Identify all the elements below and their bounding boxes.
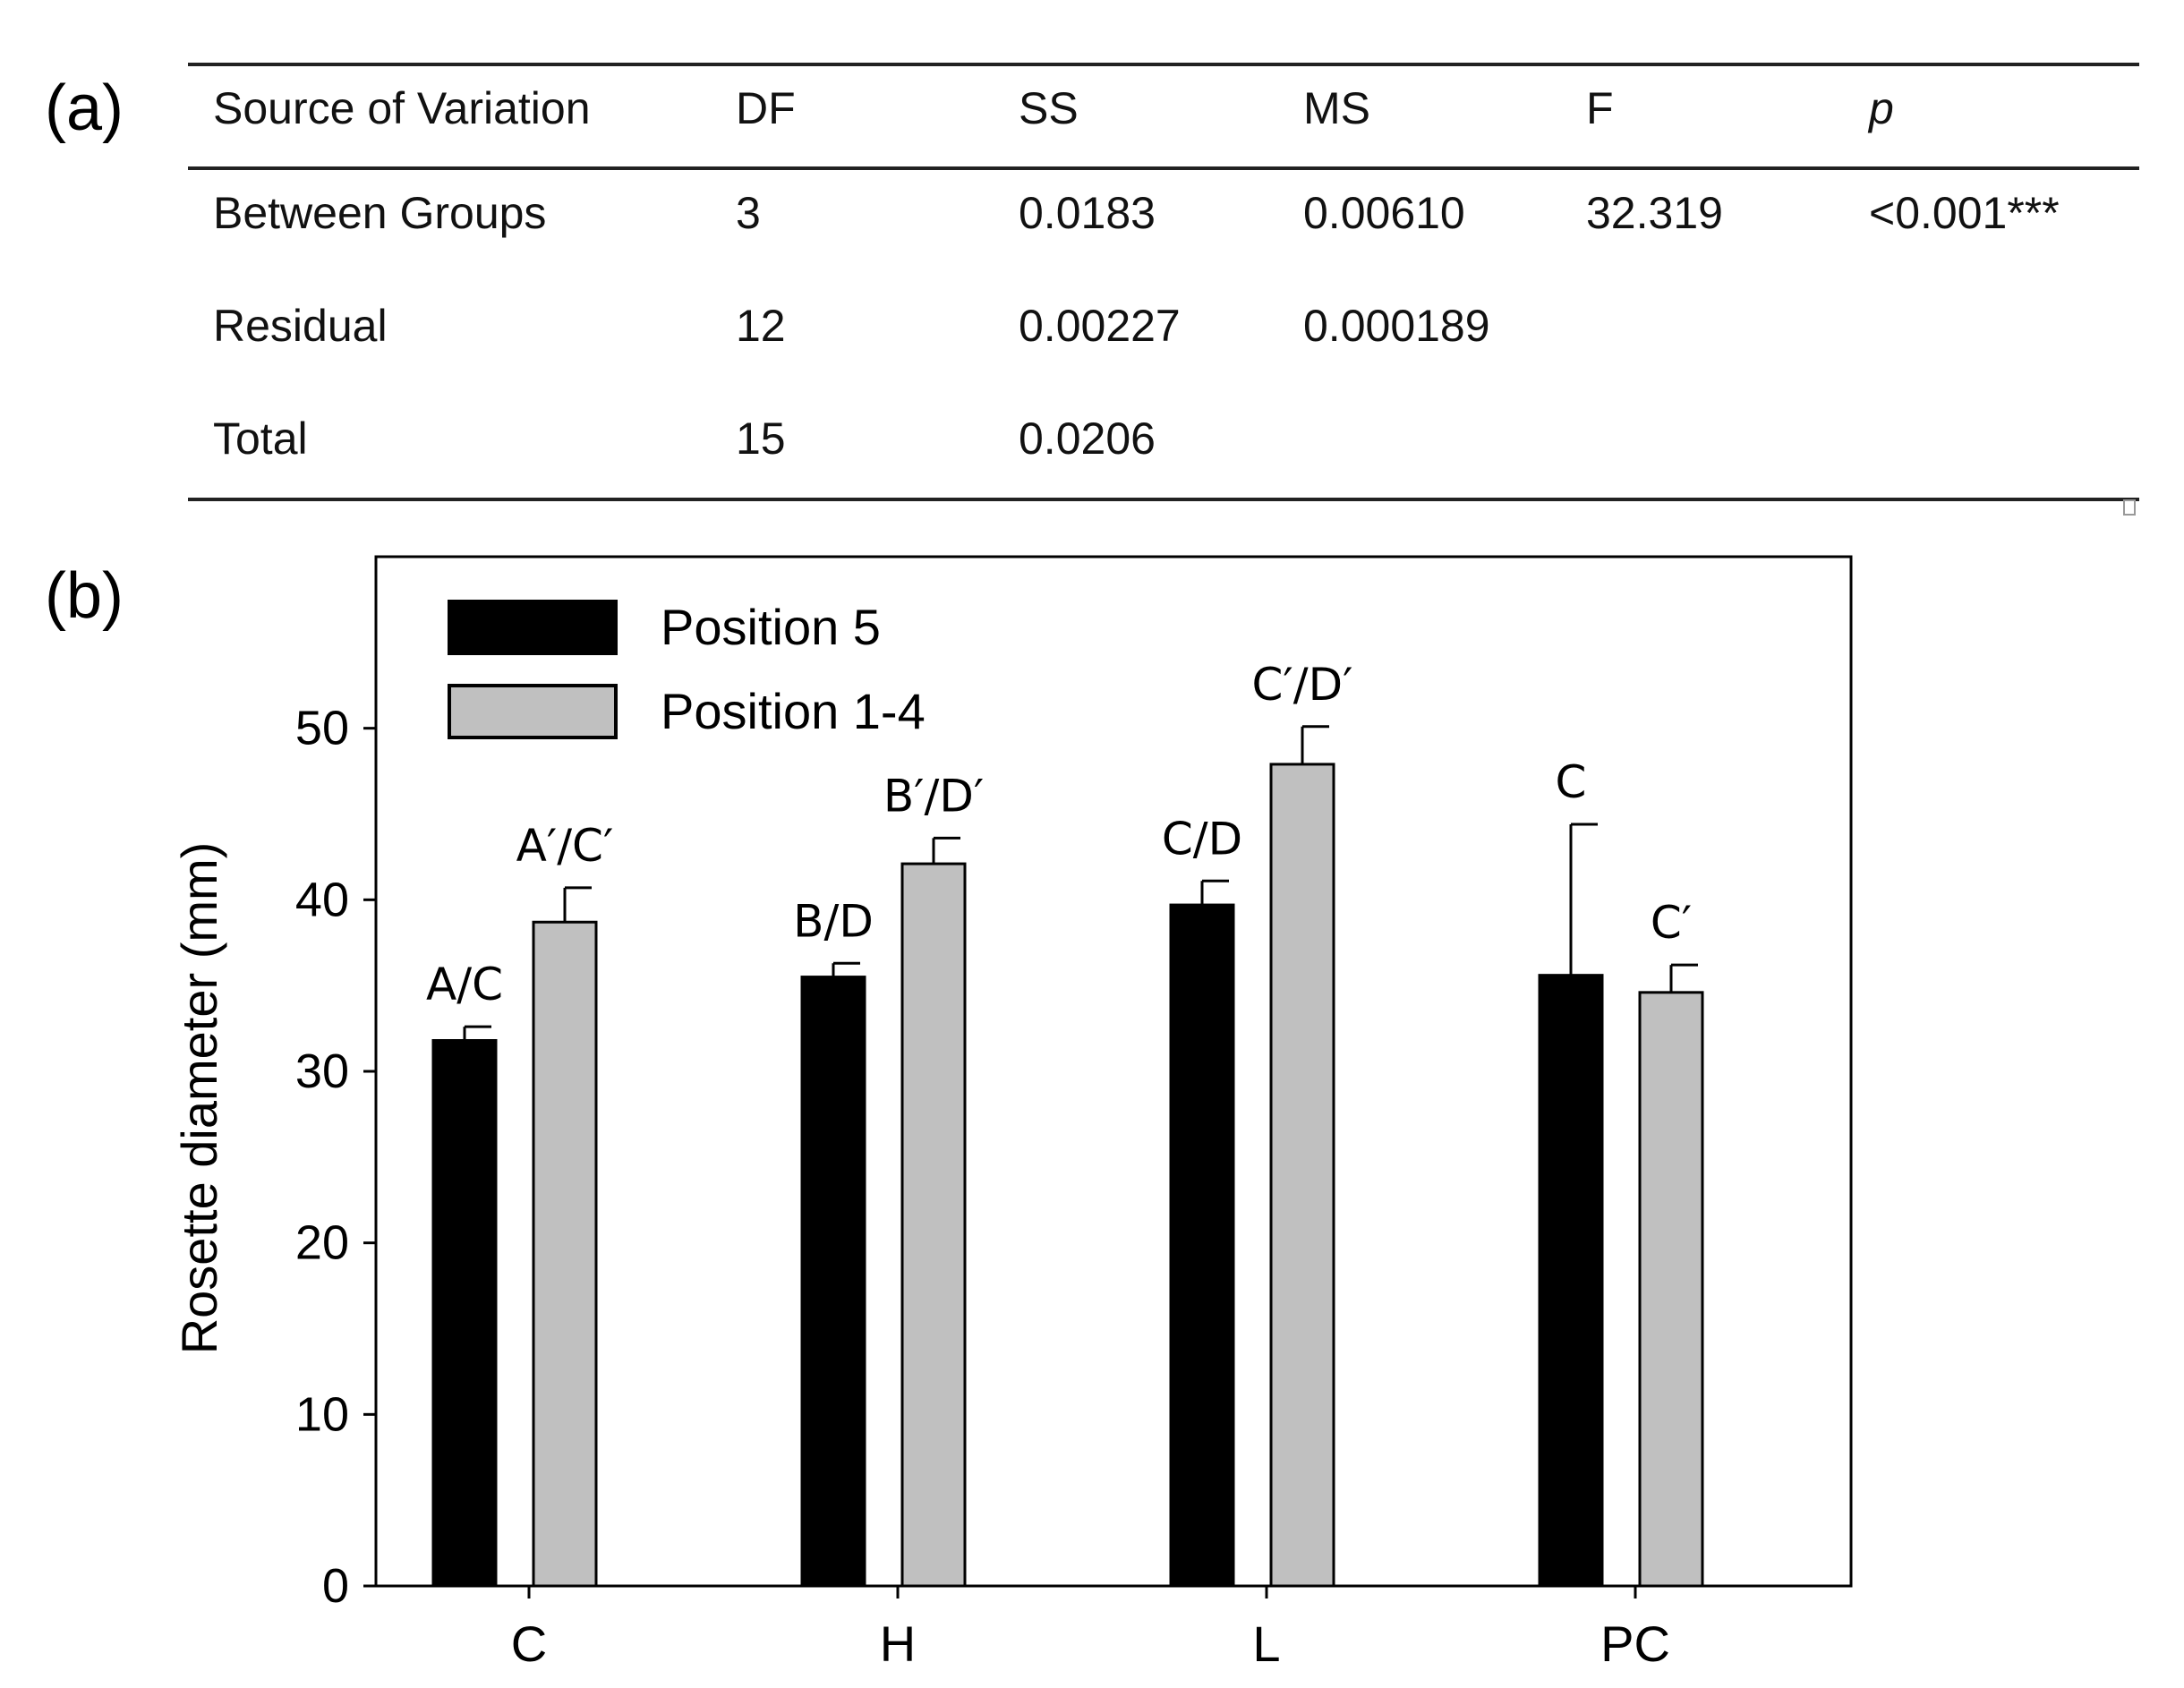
header-source: Source of Variation: [213, 83, 591, 133]
bars: A/C A′/C′ B/D B′/D′ C/D C′/D′ C C′: [426, 659, 1704, 1588]
table-cell: <0.001***: [1869, 188, 2060, 238]
axes: 0 10 20 30 40 50 Rosette diameter (mm) C H L PC: [171, 702, 1670, 1672]
table-cell: Residual: [213, 301, 388, 351]
anova-table: Source of Variation DF SS MS F p Between…: [188, 63, 2139, 503]
data-label: C′/D′: [1252, 659, 1353, 711]
y-tick-label: 20: [295, 1216, 349, 1270]
bar: [800, 976, 866, 1588]
x-tick-label: H: [880, 1616, 916, 1672]
panel-label-b: (b): [45, 560, 124, 632]
y-tick-label: 50: [295, 702, 349, 755]
panel-label-a: (a): [45, 72, 124, 144]
data-label: C/D: [1162, 813, 1242, 865]
table-cell: 0.000189: [1303, 301, 1490, 351]
table-cell: 0.00610: [1303, 188, 1465, 238]
table-cell: Between Groups: [213, 188, 547, 238]
data-label: B/D: [793, 895, 874, 947]
y-tick-label: 10: [295, 1387, 349, 1441]
y-tick-label: 40: [295, 873, 349, 926]
header-df: DF: [736, 83, 796, 133]
legend-swatch: [448, 600, 618, 655]
bar: [900, 862, 967, 1588]
table-cell: 0.00227: [1019, 301, 1181, 351]
legend-swatch: [448, 684, 618, 739]
table-cell: 0.0183: [1019, 188, 1156, 238]
data-label: C′: [1651, 897, 1692, 949]
header-ss: SS: [1019, 83, 1079, 133]
bar: [1269, 763, 1335, 1588]
bar: [1638, 991, 1704, 1588]
header-ms: MS: [1303, 83, 1370, 133]
table-top-rule: [188, 63, 2139, 66]
table-cell: 15: [736, 413, 786, 464]
header-p: p: [1869, 83, 1894, 133]
table-cell: Total: [213, 413, 308, 464]
table-bottom-rule: [188, 498, 2139, 501]
table-cell: 32.319: [1586, 188, 1723, 238]
legend: Position 5 Position 1-4: [448, 599, 926, 739]
y-tick-label: 30: [295, 1044, 349, 1098]
table-cell: 3: [736, 188, 761, 238]
legend-label: Position 5: [661, 599, 881, 655]
table-header-rule: [188, 166, 2139, 170]
x-tick-label: L: [1252, 1616, 1280, 1672]
data-label: C: [1556, 756, 1587, 808]
table-corner-mark: [2123, 499, 2136, 516]
table-cell: 0.0206: [1019, 413, 1156, 464]
y-tick-label: 0: [322, 1559, 349, 1613]
table-cell: 12: [736, 301, 786, 351]
bar: [1169, 903, 1235, 1588]
y-axis-title: Rosette diameter (mm): [171, 842, 227, 1355]
header-f: F: [1586, 83, 1614, 133]
legend-label: Position 1-4: [661, 683, 926, 739]
bar: [532, 920, 598, 1588]
bar: [431, 1039, 498, 1588]
x-tick-label: PC: [1600, 1616, 1670, 1672]
data-label: A/C: [426, 959, 503, 1010]
bar: [1538, 974, 1604, 1588]
data-label: B′/D′: [883, 770, 984, 822]
x-tick-label: C: [511, 1616, 547, 1672]
data-label: A′/C′: [516, 820, 614, 872]
